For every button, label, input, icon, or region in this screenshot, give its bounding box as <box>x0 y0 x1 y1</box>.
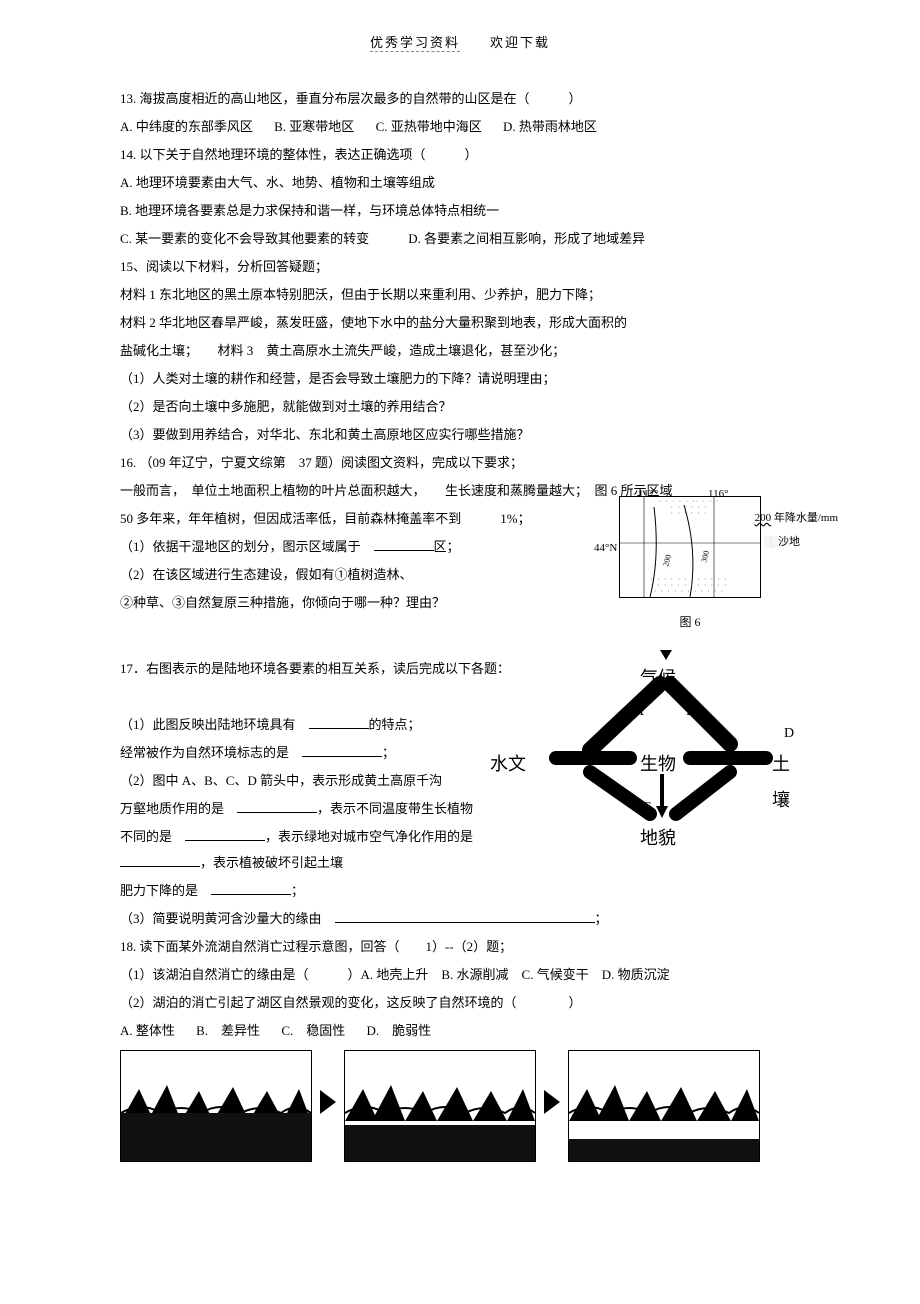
q17-s2d: 不同的是 ，表示绿地对城市空气净化作用的是 ，表示植被破坏引起土壤 <box>120 824 800 876</box>
q18-s1: （1）该湖泊自然消亡的缘由是（ ）A. 地壳上升 B. 水源削减 C. 气候变干… <box>120 962 800 988</box>
q17-s2b: 万壑地质作用的是 ，表示不同温度带生长植物 <box>120 796 800 822</box>
q14-opt-c: C. 某一要素的变化不会导致其他要素的转变 <box>120 231 369 246</box>
arrow-1 <box>320 1078 336 1134</box>
q13-options: A. 中纬度的东部季风区 B. 亚寒带地区 C. 亚热带地中海区 D. 热带雨林… <box>120 114 800 140</box>
q16-p1b: 50 多年来，年年植树，但因成活率低，目前森林掩盖率不到 1%； <box>120 506 800 532</box>
q18-opt-a: A. 整体性 <box>120 1023 175 1038</box>
q14-stem: 14. 以下关于自然地理环境的整体性，表达正确选项（ ） <box>120 142 800 168</box>
q13-opt-a: A. 中纬度的东部季风区 <box>120 119 253 134</box>
q15-stem: 15、阅读以下材料，分析回答疑题； <box>120 254 800 280</box>
q15-s2: （2）是否向土壤中多施肥，就能做到对土壤的养用结合？ <box>120 394 800 420</box>
q14-opt-a: A. 地理环境要素由大气、水、地势、植物和土壤等组成 <box>120 170 800 196</box>
q16-s1: （1）依据干湿地区的划分，图示区域属于 区； <box>120 534 800 560</box>
q17-stem: 17．右图表示的是陆地环境各要素的相互关系，读后完成以下各题： <box>120 656 800 682</box>
q15-m2: 材料 2 华北地区春旱严峻，蒸发旺盛，使地下水中的盐分大量积聚到地表，形成大面积… <box>120 310 800 336</box>
page-header: 优秀学习资料 欢迎下载 <box>120 30 800 56</box>
q15-m1: 材料 1 东北地区的黑土原本特别肥沃，但由于长期以来重利用、少养护，肥力下降； <box>120 282 800 308</box>
q17-s2a: （2）图中 A、B、C、D 箭头中，表示形成黄土高原千沟 <box>120 768 800 794</box>
q16-s2b: ②种草、③自然复原三种措施，你倾向于哪一种？理由？ <box>120 590 800 616</box>
q18-s2: （2）湖泊的消亡引起了湖区自然景观的变化，这反映了自然环境的（ ） <box>120 990 800 1016</box>
q16-s2: （2）在该区域进行生态建设，假如有①植树造林、 <box>120 562 800 588</box>
q15-m2b: 盐碱化土壤； 材料 3 黄土高原水土流失严峻，造成土壤退化，甚至沙化； <box>120 338 800 364</box>
q18-opt-d: D. 脆弱性 <box>366 1023 431 1038</box>
lake-stage-2 <box>344 1050 536 1162</box>
header-right: 欢迎下载 <box>490 35 550 50</box>
q18-stem: 18. 读下面某外流湖自然消亡过程示意图，回答（ 1）--（2）题； <box>120 934 800 960</box>
q13-opt-c: C. 亚热带地中海区 <box>376 119 482 134</box>
q15-s3: （3）要做到用养结合，对华北、东北和黄土高原地区应实行哪些措施？ <box>120 422 800 448</box>
q18-options: A. 整体性 B. 差异性 C. 稳固性 D. 脆弱性 <box>120 1018 800 1044</box>
q17-s2g: 肥力下降的是 ； <box>120 878 800 904</box>
lake-stage-3 <box>568 1050 760 1162</box>
q17-s1c: 经常被作为自然环境标志的是 ； <box>120 740 800 766</box>
q13-stem: 13. 海拔高度相近的高山地区，垂直分布层次最多的自然带的山区是在（ ） <box>120 86 800 112</box>
arrow-2 <box>544 1078 560 1134</box>
q18-opt-b: B. 差异性 <box>196 1023 260 1038</box>
q14-opt-d: D. 各要素之间相互影响，形成了地域差异 <box>408 231 645 246</box>
lake-diagram-row <box>120 1050 800 1162</box>
q14-opt-b: B. 地理环境各要素总是力求保持和谐一样，与环境总体特点相统一 <box>120 198 800 224</box>
q17-s1: （1）此图反映出陆地环境具有 的特点； <box>120 712 800 738</box>
header-left: 优秀学习资料 <box>370 35 460 52</box>
q16-stem: 16. （09 年辽宁，宁夏文综第 37 题）阅读图文资料，完成以下要求； <box>120 450 800 476</box>
q17-s3: （3）简要说明黄河含沙量大的缘由 ； <box>120 906 800 932</box>
q13-opt-b: B. 亚寒带地区 <box>274 119 354 134</box>
q18-opt-c: C. 稳固性 <box>281 1023 345 1038</box>
q14-cd: C. 某一要素的变化不会导致其他要素的转变 D. 各要素之间相互影响，形成了地域… <box>120 226 800 252</box>
q13-opt-d: D. 热带雨林地区 <box>503 119 597 134</box>
q15-s1: （1）人类对土壤的耕作和经营，是否会导致土壤肥力的下降？请说明理由； <box>120 366 800 392</box>
lake-stage-1 <box>120 1050 312 1162</box>
